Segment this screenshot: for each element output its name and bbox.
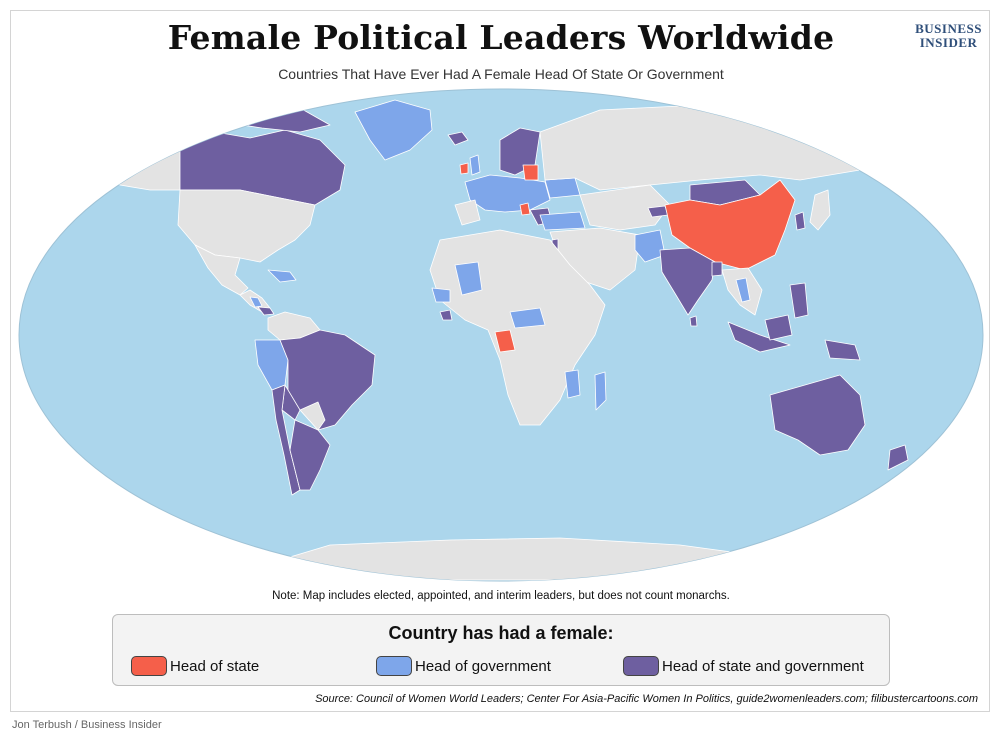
land-borneo [764, 314, 793, 341]
legend-item-head-of-state: Head of state [131, 655, 259, 677]
land-india [659, 247, 716, 316]
legend-label-head-of-state: Head of state [170, 657, 260, 675]
brand-line-1: BUSINESS [915, 21, 982, 36]
land-argentina [289, 419, 331, 491]
legend-swatch-head-of-state [131, 656, 167, 676]
land-central-asia [579, 184, 671, 231]
land-kyrgyzstan [647, 205, 669, 218]
image-credit: Jon Terbush / Business Insider [12, 719, 162, 731]
land-baltics [522, 164, 539, 181]
land-uk [469, 154, 481, 176]
legend-swatch-head-of-state-and-government [623, 656, 659, 676]
land-ukraine [544, 177, 581, 199]
land-caribbean [267, 269, 297, 283]
land-pakistan [634, 229, 666, 263]
land-indonesia-west [727, 321, 791, 353]
land-new-guinea [824, 339, 861, 361]
legend: Country has had a female: Head of state … [112, 614, 890, 686]
source-citation: Source: Council of Women World Leaders; … [315, 693, 978, 705]
land-iceland [447, 131, 469, 146]
land-japan [809, 189, 831, 231]
legend-label-head-of-state-and-government: Head of state and government [662, 657, 864, 675]
legend-label-head-of-government: Head of government [415, 657, 551, 675]
legend-item-head-of-state-and-government: Head of state and government [623, 655, 864, 677]
land-bangladesh [711, 261, 723, 277]
land-thailand-myanmar [735, 277, 751, 303]
legend-title: Country has had a female: [388, 623, 614, 643]
legend-item-head-of-government: Head of government [376, 655, 551, 677]
map-note: Note: Map includes elected, appointed, a… [272, 590, 730, 602]
land-new-zealand [887, 444, 909, 471]
land-mexico [194, 244, 249, 296]
land-western-europe [464, 174, 551, 213]
land-panama-costarica [257, 306, 275, 316]
land-mali [454, 261, 483, 296]
land-madagascar [594, 371, 607, 411]
land-turkey [539, 211, 586, 231]
land-car [509, 307, 546, 329]
land-liberia [439, 309, 453, 321]
page-title: Female Political Leaders Worldwide [167, 18, 835, 57]
land-senegal-guinea [431, 287, 451, 303]
land-alaska [99, 134, 186, 191]
land-philippines [789, 282, 809, 319]
land-malawi-mozambique [564, 369, 581, 399]
land-greenland [354, 99, 433, 161]
legend-swatch-head-of-government [376, 656, 412, 676]
land-nicaragua [249, 296, 263, 308]
land-gabon [494, 329, 516, 353]
brand-line-2: INSIDER [919, 35, 978, 50]
land-sri-lanka [689, 315, 698, 327]
business-insider-logo: BUSINESS INSIDER [915, 22, 982, 50]
land-korea [794, 211, 806, 231]
land-ireland [459, 162, 469, 175]
land-australia [769, 374, 866, 456]
page-subtitle: Countries That Have Ever Had A Female He… [278, 66, 724, 82]
land-paraguay-uruguay [299, 401, 326, 431]
land-iberia [454, 199, 481, 226]
land-serbia [519, 202, 531, 216]
